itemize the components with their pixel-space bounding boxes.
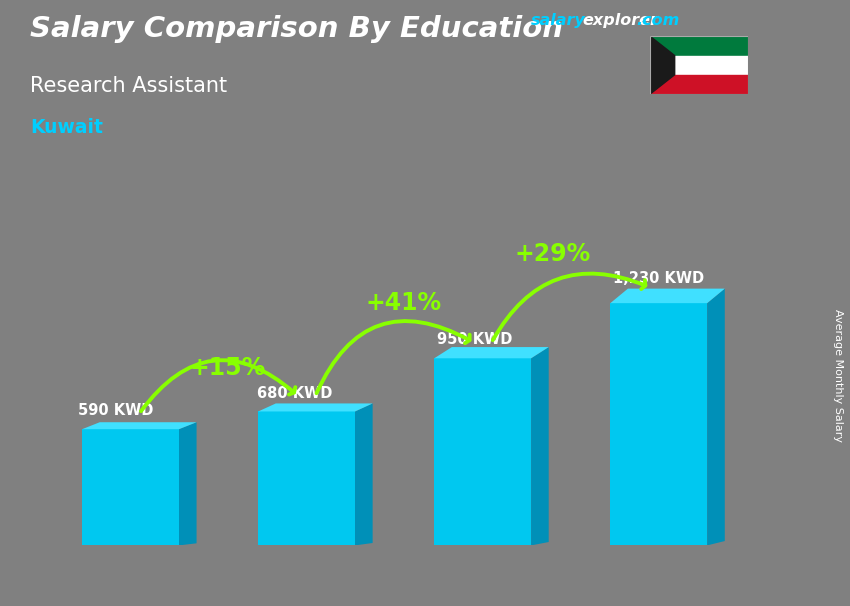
Polygon shape <box>258 404 372 411</box>
Polygon shape <box>531 347 549 545</box>
Text: 950 KWD: 950 KWD <box>437 333 513 347</box>
Text: Salary Comparison By Education: Salary Comparison By Education <box>30 15 563 43</box>
Polygon shape <box>707 288 725 545</box>
Text: 680 KWD: 680 KWD <box>258 385 332 401</box>
Text: +41%: +41% <box>366 291 441 315</box>
Bar <box>258 411 355 545</box>
Text: 590 KWD: 590 KWD <box>77 404 153 418</box>
Bar <box>650 36 748 56</box>
Text: Average Monthly Salary: Average Monthly Salary <box>833 309 843 442</box>
Polygon shape <box>434 347 549 358</box>
Text: 1,230 KWD: 1,230 KWD <box>613 271 704 287</box>
Text: +29%: +29% <box>515 242 592 266</box>
Polygon shape <box>179 422 196 545</box>
Text: Kuwait: Kuwait <box>30 118 103 137</box>
Text: Research Assistant: Research Assistant <box>30 76 227 96</box>
Bar <box>650 75 748 94</box>
Polygon shape <box>355 404 372 545</box>
Text: salary: salary <box>531 13 586 28</box>
Bar <box>650 56 748 75</box>
Bar <box>82 429 179 545</box>
Text: +15%: +15% <box>190 356 265 380</box>
Polygon shape <box>82 422 196 429</box>
Text: explorer: explorer <box>582 13 658 28</box>
Polygon shape <box>610 288 725 303</box>
Polygon shape <box>650 36 675 94</box>
Bar <box>434 358 531 545</box>
Text: .com: .com <box>636 13 679 28</box>
Bar <box>610 303 707 545</box>
